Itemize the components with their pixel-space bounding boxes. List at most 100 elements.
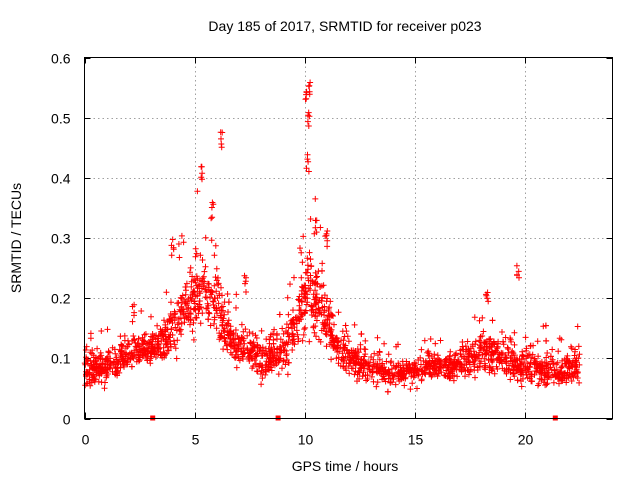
data-point (391, 371, 398, 378)
data-point (328, 356, 335, 363)
data-point (330, 337, 337, 344)
data-point (96, 363, 103, 370)
data-point (114, 365, 121, 372)
data-point (263, 336, 270, 343)
data-point (320, 282, 327, 289)
data-point (326, 341, 333, 348)
data-point (281, 340, 288, 347)
data-point (189, 292, 196, 298)
data-point (291, 274, 297, 281)
data-point (219, 322, 226, 329)
data-point (100, 360, 106, 367)
data-point (304, 299, 311, 306)
data-point (465, 349, 472, 355)
data-point (407, 386, 414, 393)
data-point (534, 338, 541, 345)
data-point (181, 315, 188, 322)
data-point (268, 367, 275, 374)
data-point (538, 365, 545, 372)
data-point (90, 354, 97, 361)
data-point (552, 372, 559, 379)
data-point (543, 354, 550, 361)
data-point (414, 385, 420, 392)
data-point (129, 303, 136, 310)
data-point (232, 327, 239, 333)
data-point (313, 333, 319, 340)
data-point (314, 273, 320, 280)
data-point (511, 329, 518, 336)
data-point (203, 294, 210, 301)
data-point (193, 314, 200, 321)
data-point (249, 365, 256, 372)
data-point (93, 369, 100, 376)
data-point (243, 274, 249, 281)
data-point (232, 342, 239, 348)
data-point (471, 314, 478, 321)
data-point (201, 268, 208, 275)
data-point (138, 308, 145, 314)
data-point (321, 292, 328, 299)
data-point (535, 353, 542, 360)
data-point (488, 367, 495, 374)
data-point (351, 371, 358, 378)
data-point (85, 369, 91, 376)
data-point (125, 337, 131, 344)
data-point (141, 331, 148, 338)
data-point (352, 362, 359, 369)
grid-lines (84, 57, 613, 420)
data-point (505, 349, 512, 356)
data-point (518, 378, 524, 384)
data-point (146, 339, 153, 346)
data-point (107, 360, 114, 367)
data-point (306, 249, 313, 256)
data-point (291, 321, 298, 328)
data-point (293, 327, 300, 334)
data-point (187, 269, 193, 276)
data-point (305, 109, 312, 116)
data-point (368, 373, 375, 380)
data-point (358, 356, 365, 363)
data-point (258, 381, 265, 388)
data-point (412, 360, 419, 367)
data-point (359, 373, 366, 380)
data-point (352, 368, 359, 375)
data-point (144, 357, 151, 364)
data-point (227, 349, 234, 356)
data-point (87, 382, 94, 389)
data-point (497, 357, 504, 364)
data-point (211, 282, 218, 289)
data-point (409, 365, 416, 372)
data-point (205, 316, 212, 323)
data-point (159, 328, 166, 335)
x-tick-label: 0 (82, 432, 90, 448)
data-point (514, 377, 521, 384)
data-point (514, 272, 520, 279)
data-point (133, 351, 140, 358)
data-point (285, 324, 292, 331)
data-point (180, 239, 187, 246)
data-point (278, 347, 285, 354)
data-point (421, 367, 428, 374)
data-point (224, 320, 231, 327)
data-point (426, 359, 433, 366)
data-point (307, 216, 314, 222)
data-point (199, 170, 206, 177)
data-point (304, 151, 311, 158)
data-point (313, 317, 320, 324)
data-point (218, 141, 225, 147)
plot-frame (84, 57, 613, 419)
data-point (199, 310, 206, 317)
data-point (529, 378, 535, 385)
data-point (323, 343, 330, 350)
data-point (430, 362, 437, 369)
data-point (517, 360, 524, 367)
data-point (315, 310, 322, 317)
data-point (325, 305, 332, 312)
data-point (487, 364, 494, 371)
data-point (298, 298, 305, 305)
data-point (424, 364, 431, 371)
data-point (276, 355, 283, 362)
data-point (211, 252, 218, 259)
data-point (384, 388, 391, 395)
data-point (294, 331, 301, 338)
